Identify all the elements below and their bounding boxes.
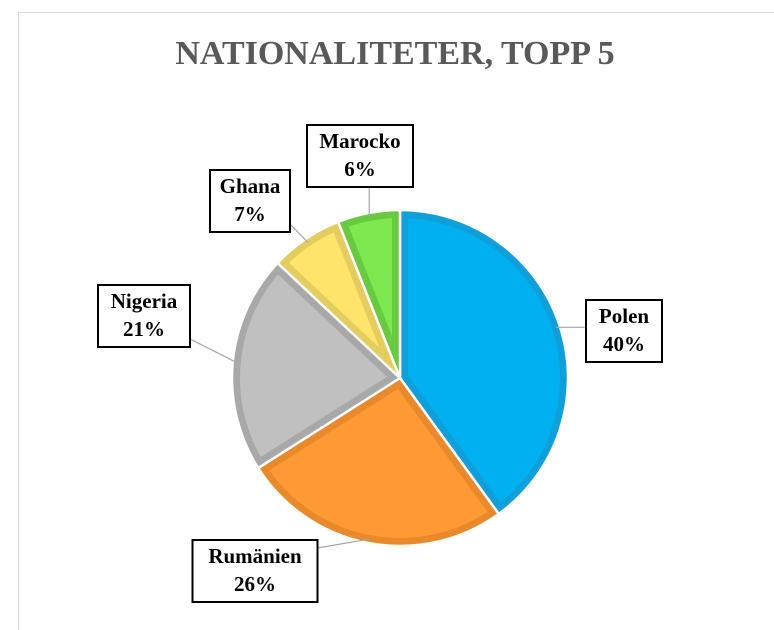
slice-separator <box>256 376 501 548</box>
data-label-box <box>191 539 319 603</box>
data-label-value: 7% <box>234 202 266 226</box>
data-label-value: 6% <box>344 157 376 181</box>
data-label-box <box>209 169 291 233</box>
data-label-name: Nigeria <box>111 289 178 313</box>
data-label-name: Ghana <box>220 174 281 198</box>
leader-line <box>189 338 237 364</box>
data-label-box <box>306 124 414 188</box>
data-label-name: Marocko <box>319 129 400 153</box>
data-label-name: Rumänien <box>208 544 302 568</box>
data-label-value: 26% <box>234 572 276 596</box>
data-label-value: 40% <box>603 332 645 356</box>
data-label-box <box>97 284 191 348</box>
leader-line <box>317 538 370 549</box>
slice-separator <box>230 261 403 470</box>
slice-separator <box>398 208 570 516</box>
data-label-name: Polen <box>599 304 649 328</box>
leader-line <box>289 223 309 243</box>
chart-title: NATIONALITETER, TOPP 5 <box>175 35 614 72</box>
data-label-box <box>585 299 663 363</box>
data-label-value: 21% <box>123 317 165 341</box>
slice-separator <box>336 208 402 379</box>
